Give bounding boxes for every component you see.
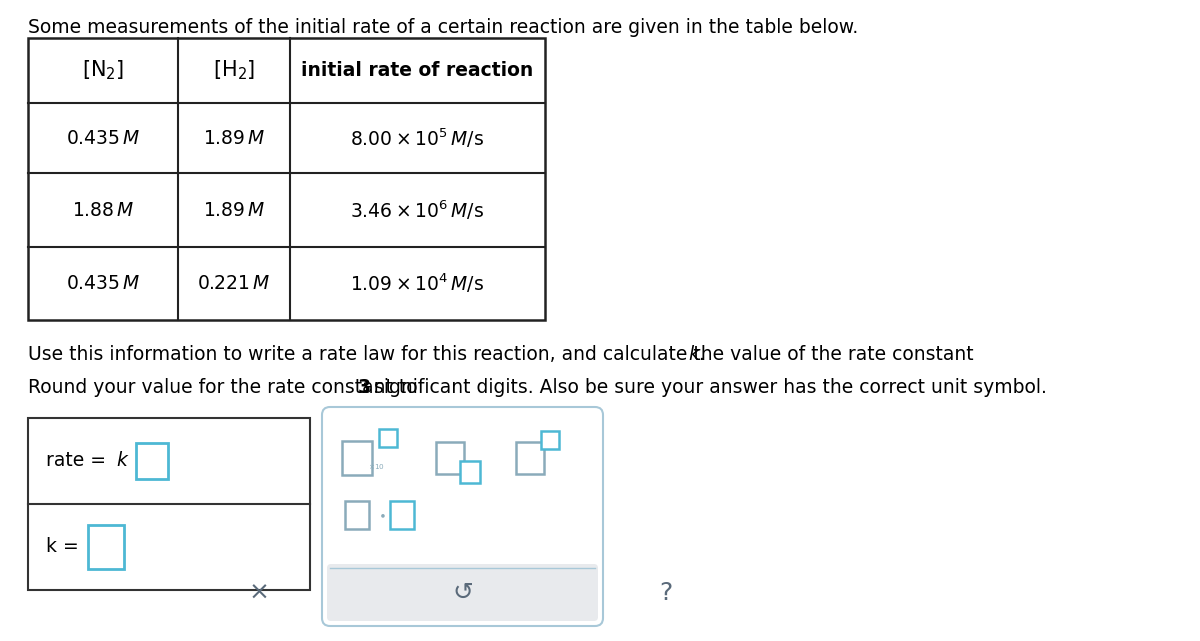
Text: $1.09\times 10^{4}\,\mathit{M}\mathrm{/s}$: $1.09\times 10^{4}\,\mathit{M}\mathrm{/s… (350, 272, 485, 296)
Text: $k$.: $k$. (688, 345, 704, 364)
Text: Some measurements of the initial rate of a certain reaction are given in the tab: Some measurements of the initial rate of… (28, 18, 858, 37)
Text: rate =: rate = (46, 451, 112, 470)
FancyBboxPatch shape (322, 407, 604, 626)
Bar (436, 442, 464, 474)
Bar (88, 525, 124, 569)
Bar (28, 418, 310, 590)
FancyBboxPatch shape (326, 564, 598, 621)
Text: $\left[\mathrm{H_2}\right]$: $\left[\mathrm{H_2}\right]$ (212, 59, 256, 82)
Bar (541, 431, 559, 449)
Text: Round your value for the rate constant to: Round your value for the rate constant t… (28, 378, 424, 397)
Text: $1.89\,M$: $1.89\,M$ (203, 128, 265, 147)
Text: $\bullet$: $\bullet$ (378, 508, 386, 522)
Bar (390, 501, 414, 529)
Text: $k$: $k$ (116, 451, 130, 470)
Text: 3: 3 (358, 378, 371, 397)
Text: $_{\times 10}$: $_{\times 10}$ (368, 462, 385, 472)
Text: $\left[\mathrm{N_2}\right]$: $\left[\mathrm{N_2}\right]$ (82, 59, 124, 82)
Text: $1.88\,M$: $1.88\,M$ (72, 201, 134, 219)
Bar (379, 429, 397, 447)
Bar (516, 442, 544, 474)
Text: ×: × (248, 581, 270, 605)
Bar (136, 443, 168, 479)
Text: significant digits. Also be sure your answer has the correct unit symbol.: significant digits. Also be sure your an… (368, 378, 1046, 397)
Bar (28, 38, 545, 320)
Text: ?: ? (659, 581, 673, 605)
Text: $1.89\,M$: $1.89\,M$ (203, 201, 265, 219)
Text: k =: k = (46, 538, 85, 556)
Bar (460, 461, 480, 483)
Text: $0.435\,M$: $0.435\,M$ (66, 128, 140, 147)
Text: $3.46\times 10^{6}\,\mathit{M}\mathrm{/s}$: $3.46\times 10^{6}\,\mathit{M}\mathrm{/s… (350, 198, 485, 222)
Text: $8.00\times 10^{5}\,\mathit{M}\mathrm{/s}$: $8.00\times 10^{5}\,\mathit{M}\mathrm{/s… (350, 126, 485, 150)
Bar (346, 501, 370, 529)
Bar (342, 441, 372, 475)
Text: $0.221\,M$: $0.221\,M$ (197, 274, 271, 293)
Text: initial rate of reaction: initial rate of reaction (301, 61, 534, 80)
Text: $0.435\,M$: $0.435\,M$ (66, 274, 140, 293)
Text: ↺: ↺ (452, 581, 473, 605)
Text: Use this information to write a rate law for this reaction, and calculate the va: Use this information to write a rate law… (28, 345, 979, 364)
